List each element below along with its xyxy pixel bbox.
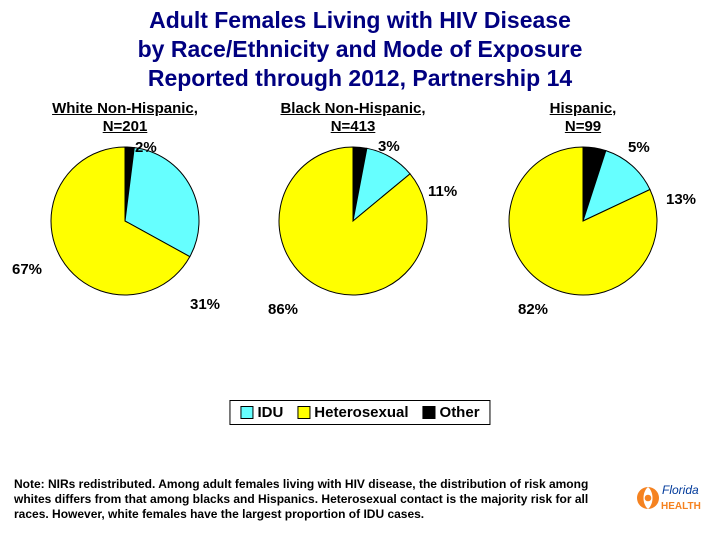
chart-title: Adult Females Living with HIV Diseaseby … (0, 0, 720, 92)
chart-black: Black Non-Hispanic,N=4133%11%86% (268, 100, 438, 296)
pct-label-white-idu: 31% (190, 296, 220, 313)
pct-label-hispanic-heterosexual: 82% (518, 301, 548, 318)
chart-white: White Non-Hispanic,N=2012%31%67% (40, 100, 210, 296)
legend-swatch-idu (240, 406, 253, 419)
legend-item-idu: IDU (240, 404, 283, 421)
legend-item-other: Other (423, 404, 480, 421)
pie-black (278, 146, 428, 296)
chart-label-white: White Non-Hispanic,N=201 (40, 100, 210, 136)
pct-label-black-idu: 11% (428, 183, 457, 200)
pct-label-hispanic-idu: 13% (666, 191, 696, 208)
charts-row: White Non-Hispanic,N=201 2% 31% 67% Black No… (0, 100, 720, 400)
chart-label-black: Black Non-Hispanic,N=413 (268, 100, 438, 136)
legend-swatch-heterosexual (297, 406, 310, 419)
legend-label-idu: IDU (257, 404, 283, 421)
pie-white (50, 146, 200, 296)
legend-swatch-other (423, 406, 436, 419)
pct-label-white-other: 2% (135, 139, 157, 156)
chart-label-hispanic: Hispanic,N=99 (498, 100, 668, 136)
legend: IDU Heterosexual Other (229, 400, 490, 425)
logo-bottom-text: HEALTH (661, 501, 701, 512)
pct-label-hispanic-other: 5% (628, 139, 650, 156)
pie-hispanic (508, 146, 658, 296)
legend-label-heterosexual: Heterosexual (314, 404, 408, 421)
pct-label-black-other: 3% (378, 138, 400, 155)
pct-label-white-heterosexual: 67% (12, 261, 42, 278)
florida-health-logo: Florida HEALTH (634, 476, 704, 522)
logo-top-text: Florida (662, 483, 699, 497)
legend-item-heterosexual: Heterosexual (297, 404, 408, 421)
footnote: Note: NIRs redistributed. Among adult fe… (14, 477, 594, 522)
pct-label-black-heterosexual: 86% (268, 301, 298, 318)
chart-hispanic: Hispanic,N=995%13%82% (498, 100, 668, 296)
legend-label-other: Other (440, 404, 480, 421)
